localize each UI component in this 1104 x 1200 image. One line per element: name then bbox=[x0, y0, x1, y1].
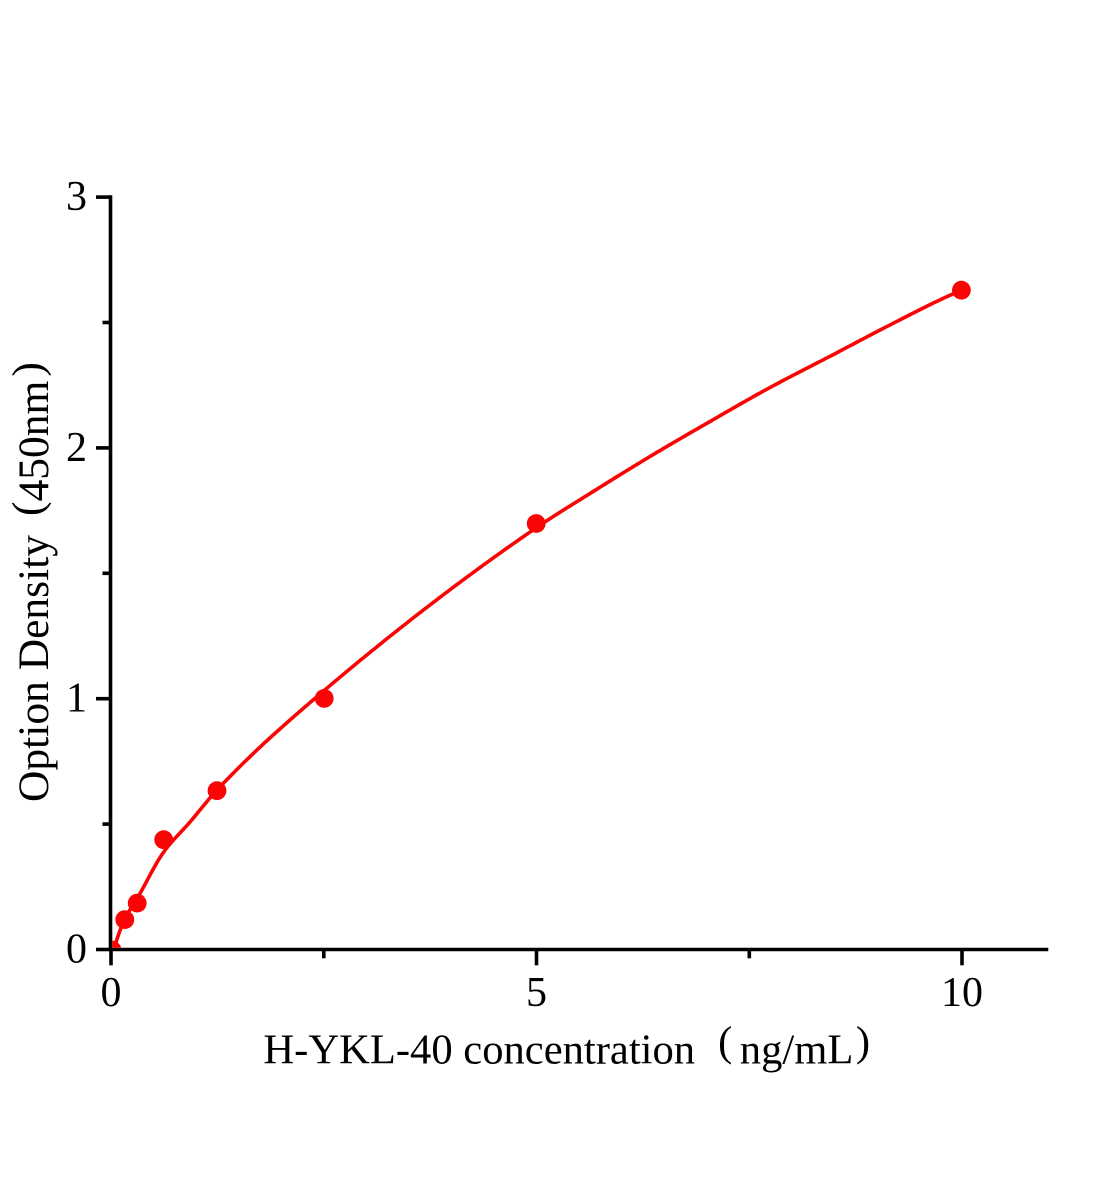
svg-text:5: 5 bbox=[526, 970, 547, 1016]
svg-text:10: 10 bbox=[941, 970, 983, 1016]
svg-text:0: 0 bbox=[66, 927, 87, 973]
svg-text:3: 3 bbox=[66, 174, 87, 220]
svg-text:Option Density(450nm): Option Density(450nm) bbox=[4, 362, 58, 802]
svg-text:0: 0 bbox=[101, 970, 122, 1016]
svg-text:2: 2 bbox=[66, 425, 87, 471]
svg-text:1: 1 bbox=[66, 676, 87, 722]
svg-text:H-YKL-40 concentration(ng/mL): H-YKL-40 concentration(ng/mL) bbox=[263, 1019, 870, 1074]
